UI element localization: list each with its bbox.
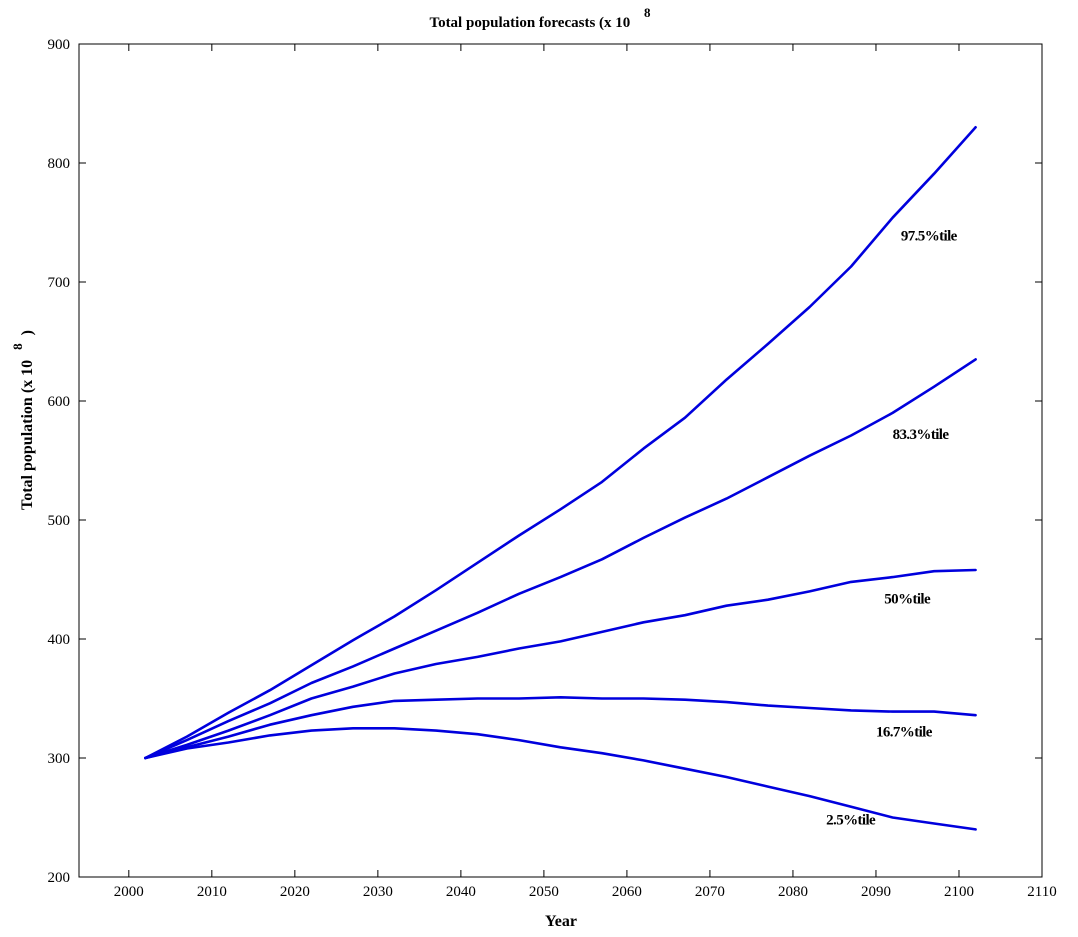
chart-title-text: Total population forecasts (x 10: [429, 15, 630, 31]
y-axis-label-text: Total population (x 10: [19, 360, 36, 510]
series-label: 16.7%tile: [876, 725, 933, 741]
y-axis-label: Total population (x 10 8 ): [9, 330, 36, 510]
chart-title: Total population forecasts (x 10 8: [429, 5, 651, 31]
series-label: 83.3%tile: [893, 427, 950, 443]
x-tick-label: 2000: [114, 884, 144, 900]
y-axis-label-superscript: 8: [10, 343, 25, 350]
y-tick-label: 200: [48, 870, 71, 886]
x-tick-label: 2060: [612, 884, 642, 900]
y-tick-label: 900: [48, 37, 71, 53]
x-tick-label: 2080: [778, 884, 808, 900]
series-line: [144, 358, 977, 760]
x-tick-label: 2050: [529, 884, 559, 900]
chart-title-superscript: 8: [644, 5, 651, 20]
plot-area-frame: [78, 43, 1043, 878]
axis-ticks: 2000 2010 2020 2030 2040 2050 2060 2070 2080 2090…: [48, 37, 1057, 900]
series-line: [144, 726, 977, 831]
y-axis-label-suffix: ): [19, 330, 36, 335]
x-tick-label: 2030: [363, 884, 393, 900]
series-line: [144, 126, 977, 760]
y-tick-label: 600: [48, 394, 71, 410]
series-line: [144, 695, 977, 760]
x-tick-label: 2010: [197, 884, 227, 900]
y-tick-label: 400: [48, 632, 71, 648]
series-label: 2.5%tile: [826, 813, 876, 829]
series-labels: 97.5%tile 83.3%tile 50%tile 16.7%tile 2.5%ti…: [826, 228, 958, 829]
x-tick-label: 2090: [861, 884, 891, 900]
x-axis-label: Year: [545, 913, 577, 930]
x-tick-label: 2070: [695, 884, 725, 900]
x-tick-label: 2040: [446, 884, 476, 900]
y-tick-label: 500: [48, 513, 71, 529]
x-tick-label: 2100: [944, 884, 974, 900]
y-tick-label: 300: [48, 751, 71, 767]
series-label: 97.5%tile: [901, 228, 958, 244]
y-tick-label: 700: [48, 275, 71, 291]
x-tick-label: 2020: [280, 884, 310, 900]
x-tick-label: 2110: [1027, 884, 1056, 900]
series-label: 50%tile: [884, 591, 931, 607]
y-tick-label: 800: [48, 156, 71, 172]
series-lines: [144, 126, 977, 831]
series-line: [144, 568, 977, 760]
